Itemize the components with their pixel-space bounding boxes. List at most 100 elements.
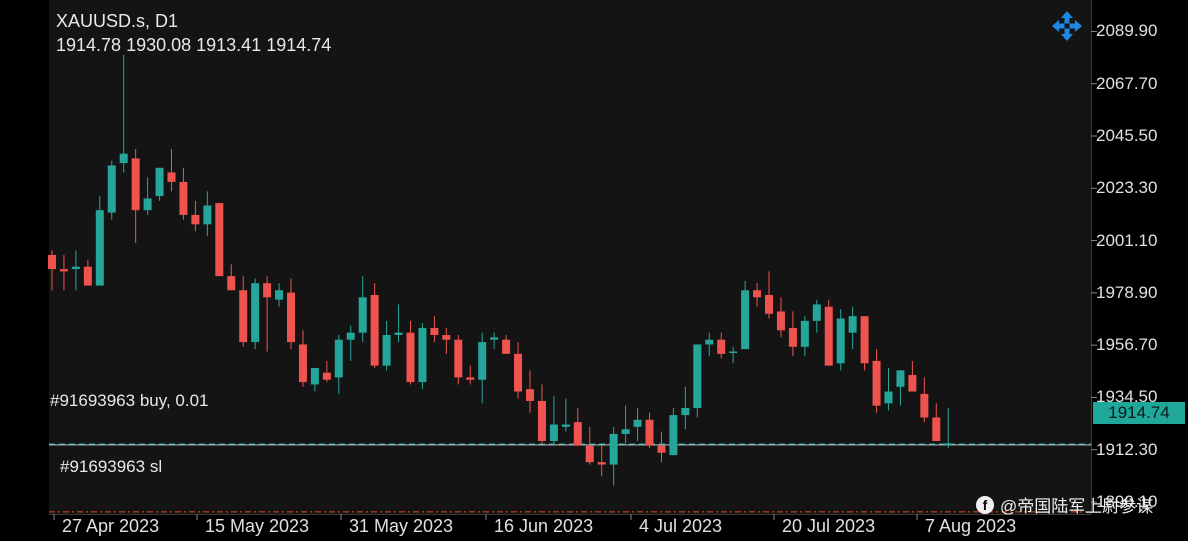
bear-candle-body — [597, 462, 606, 465]
bear-candle-body — [717, 339, 726, 354]
symbol-title: XAUUSD.s, D1 — [56, 11, 179, 31]
bear-candle-body — [83, 266, 92, 286]
bear-candle-body — [59, 269, 68, 272]
bull-candle-body — [275, 290, 284, 300]
bull-candle-body — [490, 337, 499, 340]
bear-candle-body — [287, 292, 295, 343]
bull-candle-body — [621, 429, 630, 434]
bear-candle-body — [167, 172, 176, 182]
bear-candle-body — [322, 372, 331, 380]
buy-order-label[interactable]: #91693963 buy, 0.01 — [50, 391, 209, 410]
bull-candle-body — [418, 327, 427, 383]
bull-candle-body — [251, 283, 260, 343]
bear-candle-body — [526, 389, 534, 401]
bull-candle-body — [633, 419, 642, 427]
bull-candle-body — [358, 297, 367, 333]
bear-candle-body — [263, 283, 272, 298]
bear-candle-body — [776, 311, 785, 331]
bear-candle-body — [514, 353, 523, 392]
bull-candle-body — [884, 391, 893, 404]
date-tick-label: 4 Jul 2023 — [639, 516, 723, 536]
bull-candle-body — [944, 443, 953, 445]
bull-candle-body — [334, 339, 343, 378]
bear-candle-body — [227, 276, 236, 291]
bear-candle-body — [502, 339, 511, 354]
bull-candle-body — [346, 332, 355, 340]
bear-candle-body — [406, 332, 415, 383]
bear-candle-body — [48, 254, 56, 270]
bull-candle-body — [896, 370, 905, 387]
sl-order-label[interactable]: #91693963 sl — [60, 457, 163, 476]
bear-candle-body — [430, 327, 439, 336]
bull-candle-body — [155, 167, 164, 197]
bear-candle-body — [645, 419, 654, 446]
price-tick-label: 1912.30 — [1096, 439, 1158, 459]
ohlc-readout: 1914.78 1930.08 1913.41 1914.74 — [56, 35, 332, 55]
watermark: f @帝国陆军上尉参谋 — [976, 492, 1153, 517]
bear-candle-body — [454, 339, 463, 378]
bear-candle-body — [215, 203, 224, 277]
price-tick-label: 1956.70 — [1096, 335, 1158, 355]
date-tick-label: 7 Aug 2023 — [925, 516, 1017, 536]
price-tick-label: 2067.70 — [1096, 73, 1158, 93]
bull-candle-body — [609, 433, 618, 465]
bull-candle-body — [203, 205, 212, 225]
date-tick-label: 16 Jun 2023 — [494, 516, 594, 536]
bear-candle-body — [657, 445, 666, 453]
bull-candle-body — [681, 408, 690, 416]
bull-candle-body — [729, 351, 738, 353]
bear-candle-body — [442, 335, 451, 340]
bull-candle-body — [848, 316, 857, 333]
watermark-text: @帝国陆军上尉参谋 — [1000, 497, 1154, 516]
bull-candle-body — [705, 339, 714, 345]
bear-candle-body — [179, 181, 188, 215]
price-tick-label: 2023.30 — [1096, 178, 1158, 198]
bear-candle-body — [932, 417, 941, 441]
bull-candle-body — [119, 153, 128, 164]
price-tick-label: 1978.90 — [1096, 282, 1158, 302]
bear-candle-body — [131, 158, 140, 211]
date-tick-label: 31 May 2023 — [349, 516, 454, 536]
bull-candle-body — [382, 335, 391, 366]
bull-candle-body — [95, 210, 104, 286]
bear-candle-body — [370, 294, 379, 366]
bear-candle-body — [765, 294, 773, 314]
price-tick-label: 2001.10 — [1096, 230, 1158, 250]
bull-candle-body — [693, 344, 702, 409]
bull-candle-body — [812, 304, 821, 321]
bull-candle-body — [478, 342, 487, 380]
bear-candle-body — [753, 290, 762, 298]
bear-candle-body — [860, 316, 869, 364]
bull-candle-body — [741, 290, 750, 350]
bear-candle-body — [920, 393, 929, 418]
bear-candle-body — [872, 360, 881, 406]
bear-candle-body — [573, 422, 582, 446]
bull-candle-body — [394, 332, 403, 336]
date-tick-label: 27 Apr 2023 — [62, 516, 160, 536]
bear-candle-body — [585, 445, 594, 463]
bear-candle-body — [191, 214, 200, 225]
move-icon[interactable] — [1050, 9, 1084, 43]
bear-candle-body — [788, 327, 797, 347]
bull-candle-body — [800, 320, 809, 347]
bull-candle-body — [561, 424, 570, 427]
bull-candle-body — [310, 367, 319, 385]
bull-candle-body — [549, 424, 558, 441]
bear-candle-body — [239, 290, 248, 343]
bull-candle-body — [107, 165, 116, 213]
bull-candle-body — [836, 318, 845, 364]
price-tick-label: 2089.90 — [1096, 21, 1158, 41]
price-tick-label: 1934.50 — [1096, 387, 1158, 407]
bear-candle-body — [298, 344, 307, 383]
price-tick-label: 1890.10 — [1096, 491, 1158, 511]
price-axis[interactable] — [1091, 0, 1188, 514]
date-tick-label: 15 May 2023 — [205, 516, 310, 536]
bear-candle-body — [824, 306, 833, 366]
date-tick-label: 20 Jul 2023 — [782, 516, 876, 536]
watermark-logo-icon: f — [976, 495, 994, 514]
current-price-badge: 1914.74 — [1093, 402, 1185, 424]
bear-candle-body — [537, 400, 546, 441]
price-tick-label: 2045.50 — [1096, 126, 1158, 145]
